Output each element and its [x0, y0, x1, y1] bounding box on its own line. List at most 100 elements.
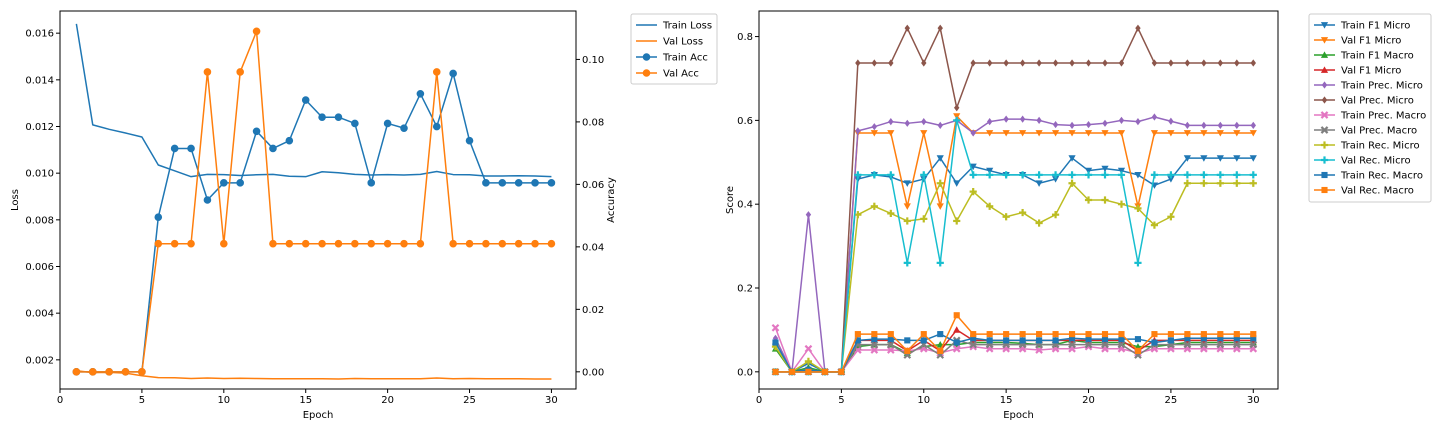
series-val-rec-micro-9-point — [1134, 259, 1142, 267]
series-train-rec-micro-8-point — [804, 357, 813, 365]
series-val-rec-micro-9-point — [1068, 171, 1076, 179]
left-y-tick-label: 0.008 — [25, 215, 54, 226]
legend-train-prec-micro-4-marker — [1321, 81, 1328, 89]
series-val-acc-point — [269, 239, 277, 248]
left-x-tick-label: 20 — [381, 395, 394, 406]
series-train-rec-macro-10-point — [970, 335, 977, 342]
series-train-rec-macro-10-point — [871, 336, 878, 343]
series-val-rec-micro-9-point — [1249, 171, 1257, 179]
series-val-f1-micro-1-point — [936, 203, 944, 210]
series-train-rec-macro-10-point — [953, 339, 960, 346]
series-train-rec-micro-8-point — [1200, 179, 1208, 187]
series-val-rec-micro-9-point — [1019, 171, 1027, 179]
series-train-rec-micro-8-point — [1183, 179, 1191, 187]
series-val-f1-micro-1-point — [887, 130, 895, 137]
series-val-rec-macro-11-point — [1233, 331, 1240, 338]
series-val-prec-macro-7-point — [1249, 340, 1258, 349]
series-val-prec-micro-5-point — [1234, 59, 1240, 67]
series-train-rec-macro-10-point — [1167, 337, 1174, 344]
series-val-rec-macro-11-point — [887, 331, 894, 338]
score-x-tick-label: 20 — [1082, 395, 1095, 406]
series-val-rec-micro-9-point — [1150, 171, 1159, 179]
series-train-acc-point — [285, 136, 294, 145]
series-val-rec-macro-11-point — [953, 312, 960, 319]
series-val-prec-macro-7-point — [1183, 340, 1192, 349]
series-train-f1-micro-0-point — [1200, 155, 1208, 162]
series-train-prec-micro-4-point — [871, 123, 878, 131]
series-val-prec-macro-7-line — [775, 339, 1254, 373]
series-val-prec-micro-5-point — [871, 59, 878, 67]
series-train-rec-macro-10-point — [1052, 337, 1059, 344]
series-val-rec-micro-9-point — [1117, 171, 1126, 179]
series-val-f1-micro-1-point — [1117, 130, 1126, 137]
series-val-prec-micro-5-point — [1184, 59, 1191, 67]
left-y-axis-label: Loss — [10, 189, 21, 211]
series-val-f1-micro-1-point — [1200, 130, 1208, 137]
series-train-rec-micro-8-point — [1167, 213, 1175, 221]
series-val-prec-macro-7-point — [1216, 340, 1225, 349]
score-x-tick-label: 0 — [756, 395, 762, 406]
series-val-prec-micro-5-point — [904, 24, 910, 32]
series-val-f1-micro-1-point — [1249, 130, 1257, 137]
series-val-prec-macro-7-point-stroke-b — [1216, 340, 1225, 349]
series-train-prec-micro-4-point — [1135, 118, 1141, 126]
series-val-prec-micro-5-point — [1217, 59, 1224, 67]
series-train-rec-macro-10-point — [772, 339, 779, 346]
score-x-tick-label: 25 — [1165, 395, 1178, 406]
series-val-acc-point — [318, 239, 326, 248]
score-y-tick-label: 0.0 — [737, 367, 753, 378]
series-train-acc-point — [514, 179, 523, 187]
series-train-prec-macro-6-point-stroke-b — [771, 323, 780, 332]
series-val-f1-micro-1-point — [986, 130, 994, 137]
series-val-rec-micro-9-point — [1101, 171, 1109, 179]
series-val-f1-micro-1-point — [1019, 130, 1027, 137]
series-train-rec-micro-8-point — [1117, 200, 1126, 208]
series-train-prec-micro-4-point — [1102, 119, 1108, 127]
left-x-ticks: 0 5 10 15 20 25 30 — [57, 389, 558, 406]
legend-train-prec-macro-6-label: Train Prec. Macro — [1340, 111, 1426, 122]
series-val-f1-micro-1-point — [1002, 130, 1010, 137]
series-train-f1-micro-0-point — [1216, 155, 1224, 162]
series-val-f1-micro-1-point — [1035, 130, 1043, 137]
series-train-prec-micro-4-point — [855, 127, 861, 135]
series-val-acc-point — [334, 239, 343, 248]
series-val-rec-macro-11-point — [920, 331, 927, 338]
series-train-rec-micro-8-point — [1216, 179, 1224, 187]
series-train-f1-micro-0-point — [1068, 155, 1076, 162]
series-train-rec-micro-8-point — [986, 202, 994, 210]
series-val-prec-macro-7-point-stroke-b — [1183, 340, 1192, 349]
series-val-prec-micro-5-point — [1201, 59, 1207, 67]
series-val-prec-micro-5-point — [1151, 59, 1158, 67]
series-train-rec-macro-10-point — [1184, 335, 1191, 342]
left-x-tick-label: 5 — [139, 395, 145, 406]
series-train-rec-micro-8-point — [936, 179, 944, 187]
series-val-prec-micro-5-point — [937, 24, 943, 32]
series-val-acc-point — [154, 239, 163, 248]
series-train-prec-macro-6-point-stroke-b — [804, 344, 813, 353]
series-train-acc-point — [203, 196, 212, 204]
legend-train-f1-micro-0-marker — [1320, 22, 1329, 29]
series-train-rec-macro-10-point — [937, 331, 944, 338]
series-train-rec-micro-8-point — [1150, 221, 1159, 229]
series-train-f1-micro-0-point — [1051, 176, 1060, 183]
series-val-prec-micro-5-point — [1102, 59, 1108, 67]
series-train-acc-point — [465, 136, 474, 145]
series-val-f1-micro-1-point — [870, 130, 878, 137]
series-val-prec-macro-7-point — [1084, 340, 1093, 349]
series-train-f1-micro-0-point — [903, 180, 911, 187]
series-train-rec-micro-8-point — [1051, 211, 1060, 219]
series-val-loss-line — [76, 370, 552, 380]
left-x-tick-label: 0 — [57, 395, 63, 406]
series-val-prec-macro-7-point-stroke-b — [1068, 340, 1076, 349]
series-train-acc-point — [236, 179, 244, 187]
series-val-acc-point — [138, 368, 146, 376]
series-train-f1-micro-0-point — [1249, 155, 1257, 162]
series-train-acc-point — [449, 69, 457, 78]
series-val-acc-point — [203, 68, 212, 76]
series-train-acc-point — [220, 179, 228, 187]
series-val-rec-micro-9-point — [854, 171, 862, 179]
score-y-tick-label: 0.4 — [737, 200, 753, 211]
series-val-acc-point — [121, 368, 130, 376]
series-val-f1-micro-1-point — [1150, 130, 1159, 137]
series-val-prec-micro-5-point — [1118, 59, 1125, 67]
